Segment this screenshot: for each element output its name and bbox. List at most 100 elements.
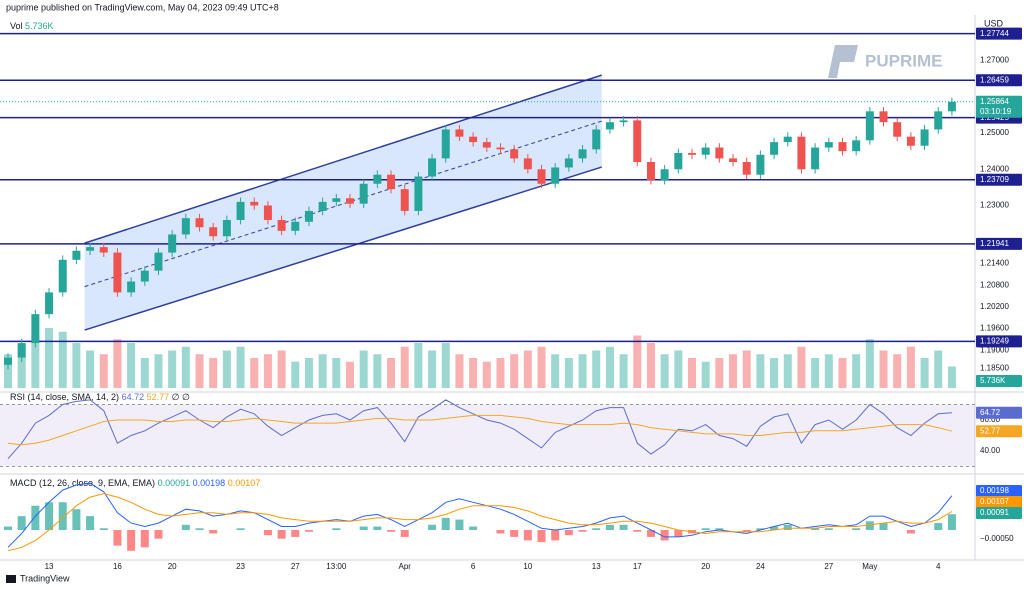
macd-value-label: 0.00107 bbox=[980, 497, 1009, 506]
candle-body bbox=[387, 174, 396, 190]
volume-bar bbox=[250, 358, 259, 388]
candle-body bbox=[797, 136, 806, 170]
candle-body bbox=[893, 122, 902, 137]
macd-histogram-bar bbox=[756, 528, 765, 530]
volume-bar bbox=[154, 354, 163, 388]
volume-bar bbox=[400, 346, 409, 388]
candle-body bbox=[263, 205, 272, 220]
volume-bar bbox=[852, 354, 861, 388]
macd-histogram-bar bbox=[934, 523, 943, 530]
level-label-box bbox=[976, 74, 1022, 87]
candle-body bbox=[222, 219, 231, 237]
volume-bar bbox=[304, 358, 313, 388]
x-tick-label: 27 bbox=[824, 562, 833, 571]
candle-body bbox=[373, 174, 382, 184]
macd-histogram-bar bbox=[154, 530, 163, 539]
y-tick-label: 1.19000 bbox=[980, 345, 1009, 354]
candle-body bbox=[920, 129, 929, 146]
volume-label-box bbox=[976, 375, 1022, 387]
macd-histogram-bar bbox=[646, 530, 655, 537]
macd-histogram-bar bbox=[742, 530, 751, 532]
volume-bar bbox=[4, 354, 12, 388]
volume-bar bbox=[742, 350, 751, 388]
y-tick-label: 1.21400 bbox=[980, 259, 1009, 268]
macd-histogram-bar bbox=[400, 530, 409, 537]
volume-bar bbox=[387, 358, 396, 388]
candle-body bbox=[742, 162, 751, 175]
candle-body bbox=[209, 227, 218, 237]
candle-body bbox=[291, 221, 300, 231]
candle-body bbox=[715, 147, 724, 159]
volume-bar bbox=[797, 346, 806, 388]
macd-hist-value: 0.00091 bbox=[158, 478, 191, 488]
y-tick-label: 1.27000 bbox=[980, 56, 1009, 65]
volume-bar bbox=[291, 361, 300, 388]
rsi-line bbox=[7, 399, 952, 460]
volume-bar bbox=[277, 350, 286, 388]
candle-body bbox=[154, 252, 163, 271]
y-tick-label: 1.18500 bbox=[980, 364, 1009, 373]
volume-bar bbox=[756, 354, 765, 388]
footer-text: TradingView bbox=[20, 573, 70, 583]
level-label-box bbox=[976, 27, 1022, 40]
y-tick-label: 1.24000 bbox=[980, 164, 1009, 173]
macd-histogram-bar bbox=[113, 530, 122, 546]
volume-value: 5.736K bbox=[25, 21, 54, 31]
macd-value: 0.00198 bbox=[193, 478, 226, 488]
macd-histogram-bar bbox=[58, 502, 67, 530]
volume-bar bbox=[838, 358, 847, 388]
volume-bar bbox=[865, 339, 874, 388]
macd-histogram-bar bbox=[277, 530, 286, 539]
macd-histogram-bar bbox=[209, 530, 218, 534]
volume-bar bbox=[660, 354, 669, 388]
volume-bar bbox=[455, 354, 464, 388]
macd-histogram-bar bbox=[428, 524, 437, 530]
rsi-value-label-box bbox=[976, 406, 1022, 419]
candle-body bbox=[277, 219, 286, 231]
volume-bar bbox=[605, 346, 614, 388]
volume-bar bbox=[195, 354, 204, 388]
macd-histogram-bar bbox=[86, 516, 95, 530]
volume-bar bbox=[209, 358, 218, 388]
volume-bar bbox=[811, 358, 820, 388]
volume-bar bbox=[688, 358, 696, 388]
macd-histogram-bar bbox=[140, 530, 149, 548]
macd-histogram-bar bbox=[236, 528, 245, 530]
macd-histogram-bar bbox=[592, 528, 601, 530]
volume-bar bbox=[31, 335, 40, 388]
x-tick-label: 24 bbox=[756, 562, 765, 571]
candle-body bbox=[688, 152, 696, 155]
volume-bar bbox=[523, 350, 532, 388]
macd-histogram-bar bbox=[633, 530, 642, 532]
candle-body bbox=[578, 149, 587, 159]
macd-histogram-bar bbox=[359, 526, 368, 530]
macd-value-label-box bbox=[976, 485, 1022, 497]
candle-body bbox=[824, 142, 833, 148]
y-tick-label: 1.25000 bbox=[980, 128, 1009, 137]
candle-body bbox=[523, 158, 532, 170]
macd-histogram-bar bbox=[605, 524, 614, 530]
rsi-value-label: 64.72 bbox=[980, 408, 1001, 417]
macd-histogram-bar bbox=[127, 530, 136, 551]
volume-bar bbox=[236, 346, 245, 388]
rsi-value-label-box bbox=[976, 425, 1022, 438]
countdown: 03:10:19 bbox=[980, 107, 1012, 116]
macd-histogram-bar bbox=[564, 530, 573, 536]
y-tick-label: −0.00050 bbox=[980, 534, 1014, 543]
level-label: 1.27744 bbox=[980, 29, 1009, 38]
y-tick-label: 1.19600 bbox=[980, 324, 1009, 333]
volume-label: 5.736K bbox=[980, 376, 1006, 385]
rsi-legend: RSI (14, close, SMA, 14, 2) 64.72 52.77 … bbox=[10, 392, 190, 402]
macd-histogram-bar bbox=[906, 530, 915, 534]
macd-histogram-bar bbox=[441, 517, 450, 530]
candle-body bbox=[99, 247, 108, 253]
logo-text: PUPRIME bbox=[865, 51, 942, 70]
macd-histogram-bar bbox=[537, 530, 546, 543]
candle-body bbox=[332, 198, 341, 202]
candle-body bbox=[318, 201, 327, 211]
macd-histogram-bar bbox=[551, 530, 560, 541]
macd-title: MACD (12, 26, close, 9, EMA, EMA) bbox=[10, 478, 155, 488]
volume-bar bbox=[578, 354, 587, 388]
footer: TradingView bbox=[6, 573, 70, 583]
macd-histogram-bar bbox=[824, 528, 833, 530]
